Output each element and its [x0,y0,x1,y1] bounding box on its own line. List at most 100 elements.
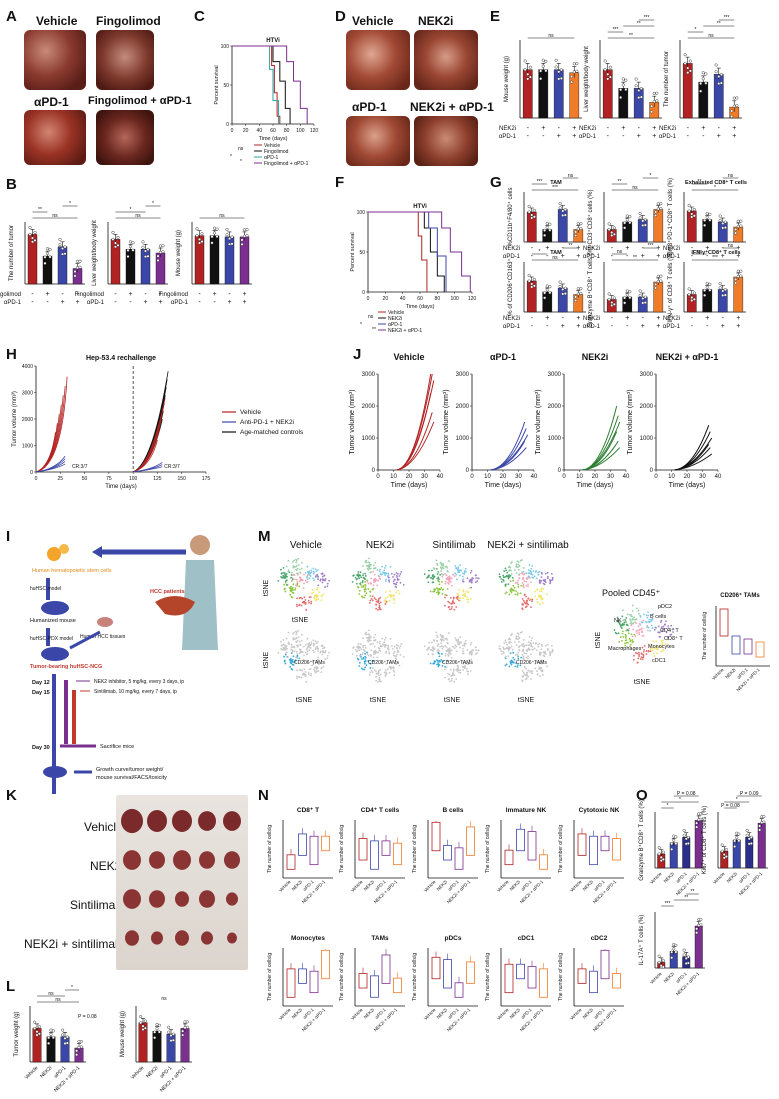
tsne-point [436,663,438,666]
x-tick-label: 40 [400,296,406,302]
box [321,835,330,852]
tsne-point [507,575,510,578]
x-tick-label: 0 [654,474,658,480]
tsne-point [450,602,452,605]
tsne-point [653,655,656,657]
data-dot [638,293,642,297]
tsne-point [518,565,520,568]
tsne-point [364,580,367,583]
data-dot [692,207,696,211]
tsne-axis-label: tSNE [444,697,461,704]
y-axis-label: Tim3⁺PD-1⁺CD8⁺ T cells (%) [667,178,674,256]
tsne-point [382,643,384,646]
tsne-point [521,607,524,610]
tsne-point [639,614,642,617]
tsne-point [469,571,472,574]
tsne-point [308,577,311,580]
x-tick-label: Vehicle [278,879,292,893]
tsne-point [660,626,663,629]
significance-label: P = 0.08 [677,791,696,797]
tsne-point [525,656,528,659]
tsne-point [351,653,354,655]
tsne-point [319,578,322,581]
tsne-point [631,618,634,621]
tumor-specimen [175,891,189,907]
tsne-point [318,591,320,594]
tsne-point [464,642,467,645]
data-dot [737,839,741,843]
data-dot [200,232,204,236]
tsne-point [459,564,462,566]
data-dot [718,282,722,286]
treatment-row-label: NEK2i [503,316,520,322]
data-dot [113,245,117,249]
tsne-point [498,575,501,578]
tsne-point [451,605,453,608]
data-dot [539,77,543,81]
panel-letter-c: C [194,8,205,25]
tumor-specimen [123,850,141,870]
bar [713,74,724,119]
tsne-point [625,629,628,632]
tsne-point [514,665,517,668]
tsne-point [662,639,664,642]
treatment-sign: - [611,245,614,252]
tsne-point [521,571,524,574]
data-dot [654,286,658,290]
tsne-point [634,621,636,624]
tsne-point [523,601,526,604]
data-dot [563,292,567,296]
tsne-point [352,574,355,577]
tsne-point [517,657,520,660]
tsne-point [370,669,373,672]
tumor-specimen [125,930,139,946]
tsne-point [373,597,376,599]
tsne-point [373,567,376,570]
box [393,977,402,994]
tsne-point [363,596,366,599]
tsne-point [447,606,450,609]
data-dot [717,82,721,86]
tumor-specimen [223,811,241,831]
y-tick-label: 50 [223,83,229,89]
data-dot [723,226,727,230]
data-dot [724,847,728,851]
tsne-point [400,571,403,573]
tsne-point [316,573,319,576]
tsne-point [657,625,660,628]
x-tick-label: NEK2i [363,879,376,892]
tsne-point [631,604,634,607]
tsne-point [431,653,434,656]
data-dot [161,244,165,248]
tsne-point [512,584,515,587]
tsne-point [525,652,528,655]
tsne-point [313,668,315,671]
tsne-point [299,652,301,655]
tsne-point [390,644,393,647]
tsne-point [519,664,522,667]
tsne-point [370,597,373,600]
tsne-point [363,590,366,593]
tsne-point [385,662,388,665]
tsne-point [518,568,520,571]
tsne-point [364,652,367,655]
tsne-point [371,671,374,674]
tsne-point [392,647,394,650]
data-dot [561,292,565,296]
tsne-point [470,653,473,656]
tsne-point [436,634,438,637]
tsne-point [361,580,364,582]
x-tick-label: 20 [383,296,389,302]
tsne-point [661,641,664,644]
treatment-sign: + [641,323,645,330]
tsne-point [531,565,534,567]
tsne-point [294,587,297,590]
tsne-point [522,639,525,641]
m-tsne-pooled [613,604,675,664]
g-bar-chart-1: CD3⁺CD8⁺ cells (%) [587,189,666,245]
tsne-point [326,657,329,660]
x-tick-label: 20 [684,474,691,480]
tsne-point [357,571,360,573]
d-label-combo: NEK2i + αPD-1 [410,100,494,114]
